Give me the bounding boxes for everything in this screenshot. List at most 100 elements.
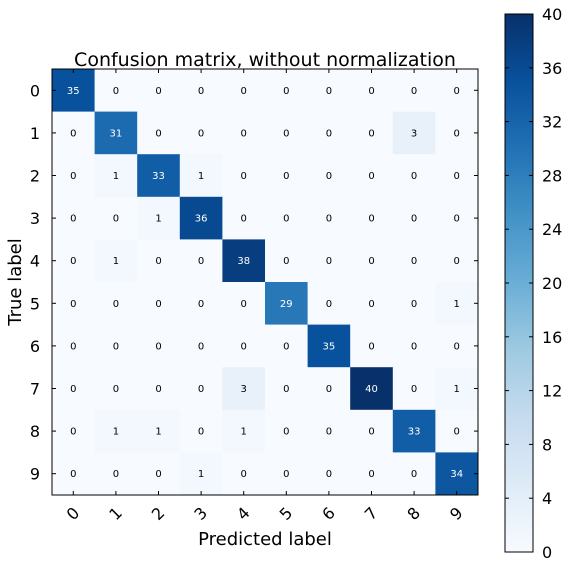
y-tick-label-7: 7 <box>30 380 40 399</box>
cell-value-r7-c8: 0 <box>411 384 417 395</box>
heatmap-cell-r2-c6 <box>307 154 351 198</box>
y-tick-label-0: 0 <box>30 81 40 100</box>
colorbar-tick-label-10: 40 <box>542 5 562 24</box>
heatmap-cell-r8-c7 <box>350 409 394 453</box>
colorbar-tick-label-9: 36 <box>542 59 562 78</box>
cell-value-r9-c5: 0 <box>283 469 289 480</box>
heatmap-cell-r4-c6 <box>307 239 351 283</box>
y-tick-label-1: 1 <box>30 124 40 143</box>
cell-value-r3-c1: 0 <box>113 214 119 225</box>
heatmap-cell-r0-c9 <box>435 69 479 113</box>
heatmap-cell-r4-c7 <box>350 239 394 283</box>
x-tick-label-4: 4 <box>233 503 254 524</box>
cell-value-r4-c2: 0 <box>155 256 161 267</box>
heatmap-cell-r0-c6 <box>307 69 351 113</box>
cell-value-r7-c5: 0 <box>283 384 289 395</box>
cell-value-r0-c7: 0 <box>368 86 374 97</box>
y-tick-label-9: 9 <box>30 465 40 484</box>
cell-value-r7-c6: 0 <box>326 384 332 395</box>
heatmap-cell-r9-c4 <box>222 452 266 496</box>
cell-value-r3-c4: 0 <box>241 214 247 225</box>
heatmap-cell-r6-c4 <box>222 324 266 368</box>
cell-value-r1-c8: 3 <box>411 128 417 139</box>
heatmap-cell-r6-c8 <box>392 324 436 368</box>
cell-value-r6-c7: 0 <box>368 341 374 352</box>
colorbar-tick-label-2: 8 <box>542 435 552 454</box>
cell-value-r8-c2: 1 <box>155 427 161 438</box>
heatmap-cell-r3-c1 <box>94 196 138 240</box>
heatmap-cell-r0-c1 <box>94 69 138 113</box>
heatmap-cell-r0-c7 <box>350 69 394 113</box>
heatmap-cell-r5-c2 <box>137 282 181 326</box>
heatmap-cell-r5-c8 <box>392 282 436 326</box>
cell-value-r1-c6: 0 <box>326 128 332 139</box>
heatmap-cell-r5-c5 <box>265 282 309 326</box>
cell-value-r1-c7: 0 <box>368 128 374 139</box>
x-axis-label: Predicted label <box>198 529 332 550</box>
heatmap-cell-r0-c8 <box>392 69 436 113</box>
heatmap-cell-r0-c3 <box>179 69 223 113</box>
cell-value-r5-c0: 0 <box>70 299 76 310</box>
x-tick-label-6: 6 <box>318 503 339 524</box>
cell-value-r0-c6: 0 <box>326 86 332 97</box>
y-tick-label-4: 4 <box>30 252 40 271</box>
cell-value-r0-c1: 0 <box>113 86 119 97</box>
heatmap-cell-r3-c5 <box>265 196 309 240</box>
heatmap-cell-r5-c0 <box>52 282 96 326</box>
cell-value-r6-c0: 0 <box>70 341 76 352</box>
heatmap-cell-r2-c5 <box>265 154 309 198</box>
heatmap-cell-r7-c7 <box>350 367 394 411</box>
cell-value-r5-c1: 0 <box>113 299 119 310</box>
cell-value-r6-c2: 0 <box>155 341 161 352</box>
cell-value-r4-c1: 1 <box>113 256 119 267</box>
cell-value-r1-c3: 0 <box>198 128 204 139</box>
heatmap-cell-r0-c0 <box>52 69 96 113</box>
colorbar-tick-label-5: 20 <box>542 274 562 293</box>
cell-value-r4-c4: 38 <box>237 256 250 267</box>
heatmap-cell-r7-c4 <box>222 367 266 411</box>
cell-value-r1-c4: 0 <box>241 128 247 139</box>
heatmap-cell-r2-c1 <box>94 154 138 198</box>
heatmap-cell-r1-c6 <box>307 111 351 155</box>
heatmap-cells <box>52 69 479 496</box>
heatmap-cell-r3-c6 <box>307 196 351 240</box>
cell-value-r4-c7: 0 <box>368 256 374 267</box>
heatmap-cell-r5-c3 <box>179 282 223 326</box>
cell-value-r3-c0: 0 <box>70 214 76 225</box>
heatmap-cell-r5-c6 <box>307 282 351 326</box>
x-tick-label-8: 8 <box>403 503 424 524</box>
colorbar-tick-label-6: 24 <box>542 220 562 239</box>
cell-value-r5-c2: 0 <box>155 299 161 310</box>
cell-value-r0-c2: 0 <box>155 86 161 97</box>
heatmap-cell-r4-c2 <box>137 239 181 283</box>
heatmap-cell-r8-c5 <box>265 409 309 453</box>
cell-value-r6-c8: 0 <box>411 341 417 352</box>
cell-value-r1-c0: 0 <box>70 128 76 139</box>
cell-value-r6-c6: 35 <box>323 341 336 352</box>
cell-value-r9-c6: 0 <box>326 469 332 480</box>
heatmap-cell-r1-c2 <box>137 111 181 155</box>
cell-value-r0-c8: 0 <box>411 86 417 97</box>
heatmap-cell-r4-c4 <box>222 239 266 283</box>
heatmap-cell-r4-c9 <box>435 239 479 283</box>
heatmap-cell-r1-c5 <box>265 111 309 155</box>
cell-value-r3-c3: 36 <box>195 214 208 225</box>
heatmap-cell-r3-c2 <box>137 196 181 240</box>
cell-value-r2-c1: 1 <box>113 171 119 182</box>
cell-value-r8-c6: 0 <box>326 427 332 438</box>
heatmap-cell-r1-c9 <box>435 111 479 155</box>
cell-value-r0-c4: 0 <box>241 86 247 97</box>
y-axis-label: True label <box>5 238 26 327</box>
cell-value-r9-c2: 0 <box>155 469 161 480</box>
heatmap-cell-r8-c3 <box>179 409 223 453</box>
cell-value-r4-c9: 0 <box>454 256 460 267</box>
y-tick-label-8: 8 <box>30 422 40 441</box>
cell-value-r2-c8: 0 <box>411 171 417 182</box>
colorbar-tick-label-0: 0 <box>542 543 552 562</box>
cell-value-r6-c4: 0 <box>241 341 247 352</box>
cell-value-r7-c3: 0 <box>198 384 204 395</box>
cell-value-r8-c9: 0 <box>454 427 460 438</box>
heatmap-cell-r6-c7 <box>350 324 394 368</box>
colorbar-ticks: 0 4 8 12 16 20 24 28 32 36 40 <box>505 5 562 562</box>
